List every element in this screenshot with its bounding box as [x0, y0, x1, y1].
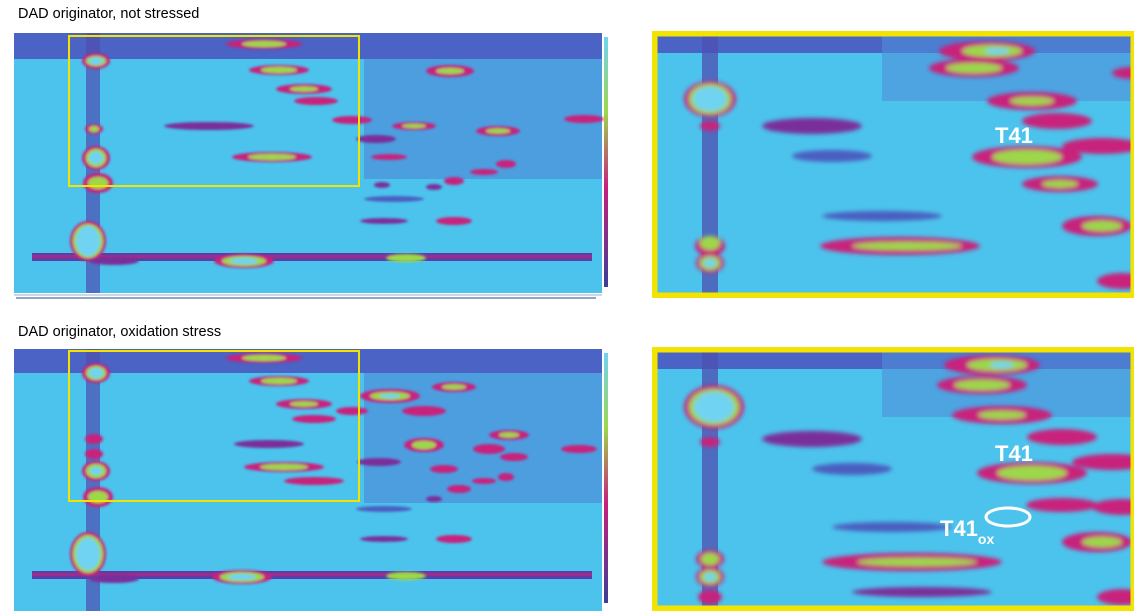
top-zoom-heatmap: T41	[652, 31, 1134, 298]
top-plot-title: DAD originator, not stressed	[18, 6, 200, 22]
bottom-overview-heatmap	[14, 349, 614, 611]
t41-ox-label-subscript: ox	[977, 531, 995, 547]
bottom-zoom-heatmap: T41 T41ox	[652, 347, 1134, 611]
t41-peak-label: T41	[995, 441, 1033, 466]
bottom-plot-title: DAD originator, oxidation stress	[18, 324, 222, 340]
top-overview-heatmap	[14, 33, 614, 301]
t41-peak-label: T41	[995, 123, 1033, 148]
t41-ox-label-main: T41	[940, 516, 978, 541]
t41-ox-peak-label: T41ox	[940, 516, 994, 547]
